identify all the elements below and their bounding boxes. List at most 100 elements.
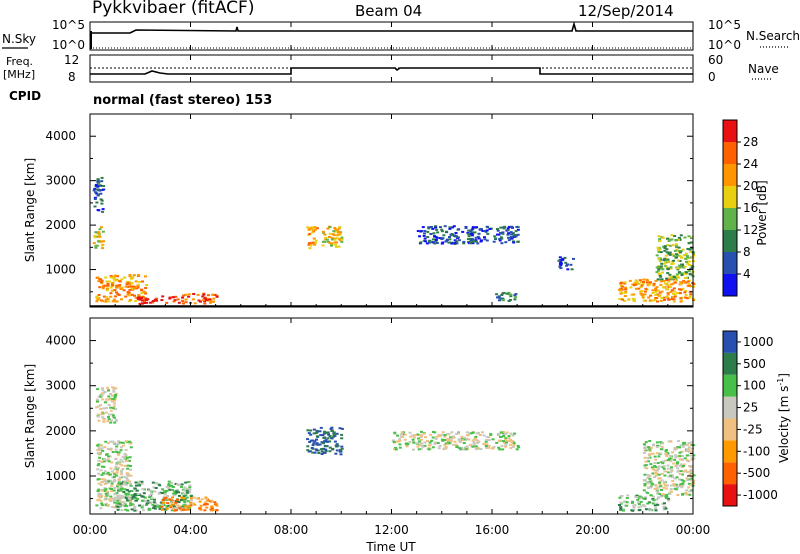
scatter-cell: [647, 474, 651, 477]
scatter-cell: [103, 401, 107, 404]
scatter-cell: [657, 272, 661, 275]
colorbar-tick-label: 12: [743, 223, 758, 237]
scatter-cell: [315, 429, 319, 432]
scatter-cell: [182, 497, 186, 500]
scatter-cell: [658, 477, 662, 480]
scatter-cell: [484, 445, 488, 447]
scatter-cell: [128, 498, 132, 500]
scatter-cell: [107, 460, 111, 463]
scatter-cell: [650, 466, 654, 469]
scatter-cell: [477, 232, 481, 235]
scatter-cell: [654, 507, 658, 510]
scatter-cell: [471, 445, 475, 448]
scatter-cell: [100, 199, 104, 202]
scatter-cell: [496, 229, 500, 232]
scatter-cell: [563, 256, 567, 259]
scatter-cell: [393, 431, 397, 434]
scatter-cell: [324, 431, 328, 434]
scatter-cell: [433, 235, 436, 238]
scatter-cell: [163, 493, 167, 496]
scatter-cell: [638, 279, 642, 282]
scatter-cell: [669, 484, 673, 487]
scatter-cell: [188, 506, 192, 509]
scatter-cell: [102, 420, 106, 423]
scatter-cell: [422, 432, 426, 435]
scatter-cell: [182, 302, 185, 305]
scatter-cell: [676, 461, 680, 464]
scatter-cell: [188, 488, 192, 491]
scatter-cell: [467, 438, 471, 441]
scatter-cell: [94, 231, 98, 234]
scatter-cell: [206, 499, 210, 502]
scatter-cell: [669, 471, 673, 474]
scatter-cell: [423, 230, 427, 232]
scatter-cell: [692, 299, 696, 301]
scatter-cell: [676, 486, 679, 489]
scatter-cell: [118, 500, 122, 503]
nsky-label: N.Sky: [2, 32, 36, 46]
scatter-cell: [679, 283, 683, 286]
scatter-cell: [677, 276, 681, 279]
scatter-cell: [651, 292, 655, 294]
scatter-cell: [668, 492, 672, 495]
scatter-cell: [651, 468, 655, 471]
scatter-cell: [637, 501, 640, 504]
scatter-cell: [679, 297, 683, 300]
scatter-cell: [671, 244, 675, 247]
scatter-cell: [328, 232, 332, 235]
scatter-cell: [623, 300, 627, 302]
scatter-cell: [154, 482, 158, 484]
scatter-cell: [483, 230, 487, 232]
scatter-cell: [669, 267, 673, 270]
scatter-cell: [476, 442, 480, 444]
scatter-cell: [677, 246, 681, 249]
scatter-cell: [678, 478, 681, 481]
scatter-cell: [504, 445, 507, 448]
scatter-cell: [689, 484, 693, 486]
freq-tick-top: 12: [64, 53, 79, 67]
scatter-cell: [507, 232, 511, 235]
scatter-cell: [102, 185, 106, 187]
scatter-cell: [686, 479, 690, 482]
scatter-cell: [681, 482, 685, 485]
scatter-cell: [96, 298, 100, 301]
scatter-cell: [670, 263, 674, 266]
scatter-cell: [162, 496, 166, 499]
scatter-cell: [307, 450, 311, 453]
scatter-cell: [321, 230, 325, 233]
scatter-cell: [472, 444, 476, 447]
scatter-cell: [667, 475, 671, 478]
scatter-cell: [686, 443, 690, 446]
scatter-cell: [95, 192, 99, 195]
scatter-cell: [93, 236, 97, 239]
scatter-cell: [181, 300, 185, 303]
scatter-cell: [509, 235, 513, 238]
scatter-cell: [507, 435, 511, 438]
scatter-cell: [149, 301, 153, 304]
scatter-cell: [464, 227, 468, 229]
colorbar-tick-label: 100: [743, 379, 766, 393]
scatter-cell: [470, 232, 474, 235]
scatter-cell: [648, 440, 652, 442]
scatter-cell: [111, 451, 115, 453]
scatter-cell: [159, 491, 163, 494]
scatter-cell: [490, 447, 494, 450]
scatter-cell: [97, 405, 101, 408]
scatter-cell: [171, 486, 175, 488]
scatter-cell: [648, 456, 652, 459]
scatter-cell: [398, 439, 402, 442]
scatter-cell: [102, 465, 106, 468]
scatter-cell: [97, 280, 101, 283]
scatter-cell: [658, 291, 662, 294]
scatter-cell: [435, 228, 439, 231]
scatter-cell: [320, 450, 324, 453]
scatter-cell: [676, 267, 680, 270]
scatter-cell: [100, 473, 104, 476]
scatter-cell: [339, 453, 343, 456]
scatter-cell: [104, 440, 108, 443]
scatter-cell: [668, 238, 672, 241]
scatter-cell: [128, 456, 132, 459]
scatter-cell: [101, 230, 105, 233]
scatter-cell: [661, 502, 665, 505]
scatter-cell: [106, 386, 109, 389]
